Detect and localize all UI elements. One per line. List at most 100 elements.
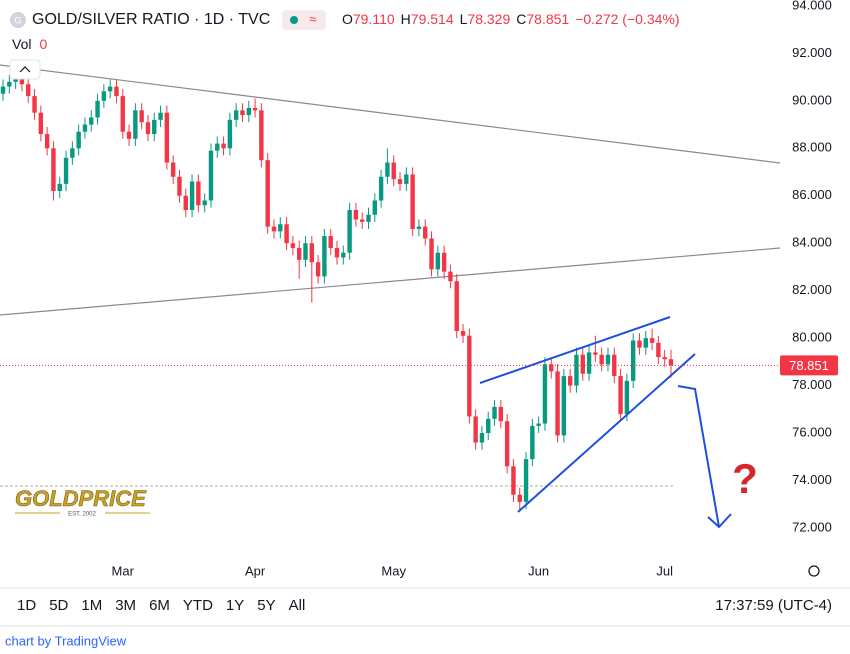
volume-value: 0: [39, 36, 47, 52]
candle-body: [435, 252, 441, 270]
y-tick-label: 76.000: [792, 424, 832, 439]
candle-body: [574, 354, 579, 386]
chart-title: GOLD/SILVER RATIO · 1D · TVC: [32, 11, 270, 28]
candle-body: [170, 162, 176, 177]
candle-body: [486, 418, 491, 434]
candle-body: [441, 252, 447, 272]
candle-body: [618, 376, 623, 415]
last-price-box: [780, 355, 838, 376]
collapse-icon[interactable]: [19, 66, 31, 73]
candle-body: [284, 224, 289, 244]
symbol-icon-letter: G: [14, 15, 21, 25]
candle-body: [133, 110, 138, 139]
candle-body: [580, 354, 585, 374]
candle-body: [360, 219, 365, 222]
candle-body: [473, 416, 478, 443]
candle-body: [378, 176, 384, 201]
candle-body: [296, 247, 302, 260]
wedge-line: [517, 353, 696, 513]
candle-body: [139, 110, 144, 123]
logo: GOLDPRICE EST. 2002: [15, 486, 150, 518]
candle-body: [624, 380, 630, 415]
candle-body: [328, 236, 333, 248]
candle-body: [567, 376, 573, 386]
candle-body: [233, 110, 239, 120]
range-button[interactable]: 1Y: [226, 597, 244, 614]
candle-body: [164, 112, 170, 163]
range-button[interactable]: 1M: [81, 597, 102, 614]
clock: 17:37:59 (UTC-4): [715, 597, 832, 614]
candle-body: [51, 148, 56, 192]
y-tick-label: 82.000: [792, 282, 832, 297]
x-tick-label: Mar: [112, 563, 135, 578]
candle-body: [334, 247, 340, 258]
candle-body: [215, 143, 220, 151]
status-badge: [282, 10, 326, 30]
logo-est: EST. 2002: [68, 512, 96, 518]
candle-body: [221, 143, 226, 149]
candle-body: [309, 243, 314, 263]
x-tick-label: Apr: [245, 563, 266, 578]
candle-body: [26, 84, 31, 97]
candle-body: [429, 238, 434, 270]
candle-body: [404, 174, 409, 184]
y-tick-label: 90.000: [792, 92, 832, 107]
range-button[interactable]: 6M: [149, 597, 170, 614]
candle-body: [662, 357, 667, 360]
annotation: ?: [732, 455, 758, 502]
candle-body: [536, 423, 541, 426]
candle-body: [530, 425, 535, 460]
candle-body: [423, 226, 428, 239]
candle-body: [391, 162, 396, 180]
candle-body: [454, 281, 459, 332]
candle-body: [511, 466, 516, 495]
candle-body: [366, 214, 371, 222]
status-icon: ≈: [309, 11, 316, 26]
candle-body: [498, 406, 504, 422]
candle-body: [158, 112, 163, 120]
collapse-button[interactable]: [9, 59, 41, 80]
range-button[interactable]: 3M: [115, 597, 136, 614]
settings-button[interactable]: [808, 565, 820, 577]
y-tick-label: 74.000: [792, 472, 832, 487]
candle-body: [82, 124, 88, 132]
range-button[interactable]: YTD: [183, 597, 213, 614]
candle-body: [372, 200, 378, 215]
ohlc-key: O: [342, 11, 353, 27]
range-button[interactable]: All: [289, 597, 306, 614]
arrow: [677, 385, 720, 528]
range-button[interactable]: 5D: [49, 597, 68, 614]
candle-body: [416, 226, 422, 229]
y-tick-label: 88.000: [792, 140, 832, 155]
candle-body: [95, 100, 100, 118]
candle-body: [101, 91, 107, 101]
candle-body: [107, 86, 113, 92]
candle-body: [290, 243, 296, 248]
candle-body: [208, 150, 214, 201]
candle-body: [120, 96, 125, 132]
candle-body: [303, 243, 308, 260]
ohlc-key: L: [460, 11, 468, 27]
footer[interactable]: chart by TradingView: [5, 633, 127, 648]
candle-body: [183, 195, 188, 210]
range-button[interactable]: 1D: [17, 597, 36, 614]
ohlc-key: C: [516, 11, 526, 27]
candle-body: [467, 335, 472, 417]
candle-body: [189, 181, 195, 210]
last-price-label: 78.851: [789, 358, 829, 373]
y-tick-label: 92.000: [792, 45, 832, 60]
ohlc-value: 79.514: [411, 11, 454, 27]
candle-body: [202, 200, 207, 206]
y-tick-label: 84.000: [792, 235, 832, 250]
candle-body: [7, 81, 12, 87]
candle-body: [385, 162, 390, 177]
candle-body: [0, 86, 6, 94]
range-button[interactable]: 5Y: [257, 597, 275, 614]
range-toolbar: 1D 5D 1M 3M 6M YTD 1Y 5Y All: [17, 597, 305, 614]
ohlc-value: 78.329: [467, 11, 510, 27]
trendline: [0, 247, 781, 316]
candle-body: [561, 376, 567, 436]
volume-legend: Vol 0: [12, 36, 47, 52]
x-tick-label: Jul: [656, 563, 673, 578]
